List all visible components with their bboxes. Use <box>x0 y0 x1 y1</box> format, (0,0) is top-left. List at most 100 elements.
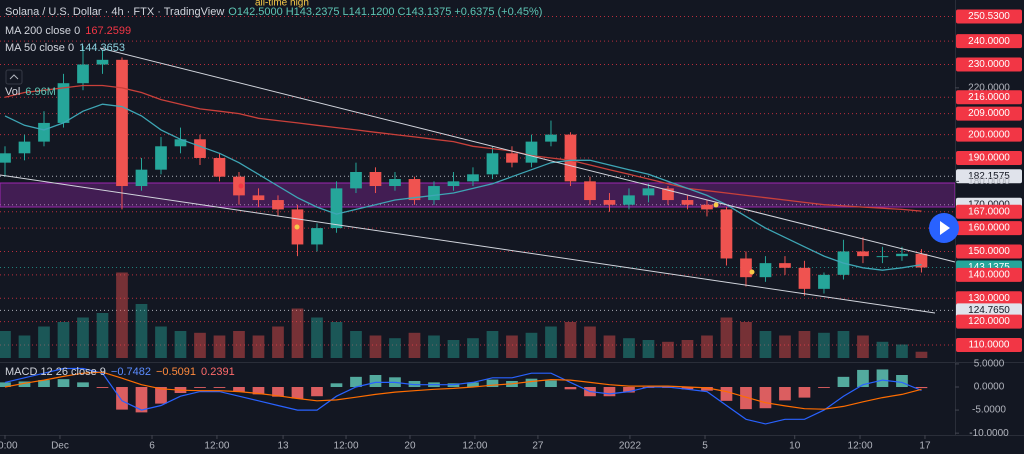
x-tick-label: 27 <box>532 441 544 452</box>
macd-histogram-bar <box>701 387 713 391</box>
volume-bar <box>545 326 557 358</box>
signal-dot <box>294 224 300 230</box>
marks-layer <box>0 45 928 425</box>
y-tick-label: 182.1575 <box>968 171 1010 182</box>
macd-histogram-bar <box>681 387 694 390</box>
candle-body <box>194 139 206 158</box>
volume-bar <box>96 313 109 358</box>
y-tick-label: 230.0000 <box>968 59 1010 70</box>
y-tick-label: 130.0000 <box>968 293 1010 304</box>
volume-bar <box>408 332 421 358</box>
play-icon <box>940 221 950 235</box>
price-tag <box>956 150 1022 165</box>
legend-value: 6.96M <box>25 86 56 98</box>
macd-histogram-bar <box>779 387 791 401</box>
candle-body <box>116 59 128 187</box>
ohlc: +0.6375 (+0.45%) <box>454 6 542 18</box>
macd-histogram-bar <box>623 387 635 393</box>
volume-bar <box>564 322 577 358</box>
collapse-icon <box>9 74 19 80</box>
ohlc: L141.1200 <box>343 6 395 18</box>
macd-histogram-bar <box>272 387 284 397</box>
candle-body <box>311 228 323 245</box>
y-tick-label: -5.0000 <box>972 405 1006 416</box>
legend-item[interactable]: Vol 6.96M <box>5 86 56 98</box>
candle-body <box>77 64 89 84</box>
ohlc: C143.1375 <box>398 6 452 18</box>
volume-bar <box>915 351 928 358</box>
candle-body <box>350 172 362 189</box>
candle-body <box>467 174 479 182</box>
volume-bar <box>135 304 148 358</box>
candle-body <box>798 267 811 289</box>
volume-bar <box>330 322 343 358</box>
ohlc: H143.2375 <box>286 6 340 18</box>
legend-name: MACD 12 26 close 9 <box>5 366 106 378</box>
volume-bar <box>311 317 323 358</box>
legend-value: 144.3653 <box>79 42 125 54</box>
macd-histogram-bar <box>720 387 733 401</box>
legend-value: −0.7482 <box>111 366 151 378</box>
volume-bar <box>0 331 11 358</box>
macd-histogram-bar <box>233 387 245 392</box>
macd-histogram-bar <box>96 387 109 388</box>
price-tag <box>956 244 1022 259</box>
volume-bar <box>486 331 499 358</box>
ma-line <box>4 84 922 212</box>
volume-bar <box>818 332 830 358</box>
volume-bar <box>18 335 31 358</box>
macd-histogram-bar <box>0 382 11 387</box>
candle-body <box>779 263 791 268</box>
price-tag <box>956 169 1022 184</box>
trendline <box>0 174 936 314</box>
legend-item[interactable]: MA 50 close 0 144.3653 <box>5 42 125 54</box>
candle-body <box>38 122 50 142</box>
price-tag <box>956 221 1022 236</box>
price-tag <box>956 57 1022 72</box>
candle-body <box>545 134 557 142</box>
signal-dot <box>713 202 719 208</box>
legend-name: MA 200 close 0 <box>5 25 80 37</box>
x-tick-label: 00:00 <box>0 441 18 452</box>
macd-histogram-bar <box>857 369 869 387</box>
candle-body <box>272 200 284 210</box>
x-tick-label: 5 <box>702 441 708 452</box>
y-tick-label: 124.7650 <box>968 305 1010 316</box>
volume-bar <box>389 338 401 358</box>
y-tick-label: 209.0000 <box>968 108 1010 119</box>
candle-body <box>213 157 226 177</box>
volume-bar <box>720 317 733 358</box>
y-tick-label: 200.0000 <box>968 129 1010 140</box>
candle-body <box>57 83 70 123</box>
candle-body <box>174 139 187 147</box>
legend-item[interactable]: MA 200 close 0 167.2599 <box>5 25 131 37</box>
candle-body <box>681 200 694 205</box>
price-tag <box>956 337 1022 352</box>
volume-bar <box>233 331 245 358</box>
y-tick-label: 150.0000 <box>968 246 1010 257</box>
price-tag <box>956 106 1022 121</box>
volume-bar <box>369 335 382 358</box>
candle-body <box>701 204 713 210</box>
annotation: all-time high <box>255 0 309 9</box>
y-tick-label: 5.0000 <box>974 359 1005 370</box>
candle-body <box>18 141 31 154</box>
price-tag <box>956 291 1022 306</box>
macd-histogram-bar <box>818 387 830 388</box>
macd-histogram-bar <box>369 375 382 387</box>
macd-line <box>4 367 922 425</box>
x-tick-label: Dec <box>51 441 69 452</box>
candle-body <box>330 188 343 229</box>
price-tag <box>956 303 1022 318</box>
y-tick-label: 167.0000 <box>968 206 1010 217</box>
collapse-button[interactable] <box>5 69 23 85</box>
y-tick-label: 143.1375 <box>968 262 1010 273</box>
macd-histogram-bar <box>57 379 70 387</box>
y-tick-label: 216.0000 <box>968 92 1010 103</box>
y-tick-label: 180.0000 <box>968 176 1010 187</box>
legend-value: −0.5091 <box>156 366 196 378</box>
macd-histogram-bar <box>213 387 226 388</box>
legend-item[interactable]: MACD 12 26 close 9 −0.7482 −0.5091 0.2391 <box>5 366 235 378</box>
